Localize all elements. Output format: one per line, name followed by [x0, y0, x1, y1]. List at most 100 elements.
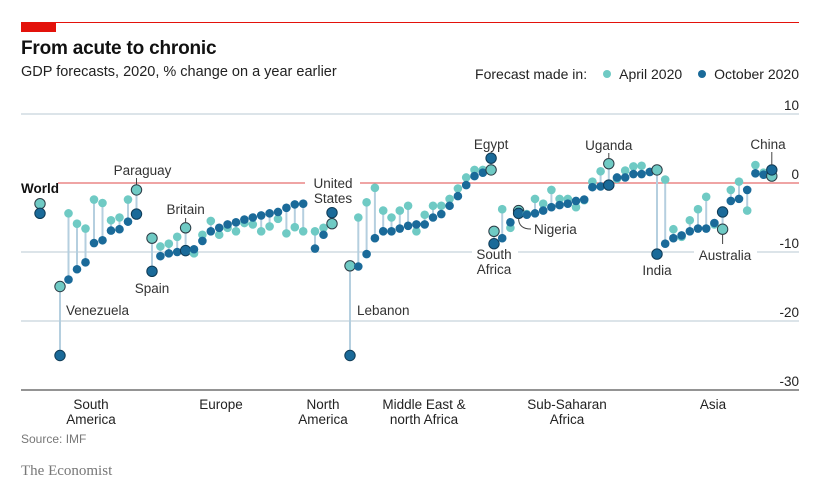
dot-april-2020 [273, 214, 283, 224]
dot-april-2020 [290, 222, 300, 232]
label-south-africa: South [476, 247, 511, 262]
dot-april-2020 [387, 213, 396, 222]
dot-april-2020 [310, 227, 320, 236]
group-label: Africa [550, 412, 585, 427]
dot-october-2020 [547, 202, 556, 212]
dot-april-2020 [164, 239, 174, 249]
dot-october-2020 [726, 196, 736, 206]
dot-october-2020 [445, 201, 454, 211]
dot-april-2020 [637, 161, 646, 171]
dot-april-2020 [660, 175, 670, 184]
dot-april-2020 [701, 192, 711, 202]
dot-october-2020 [326, 206, 338, 219]
dot-october-2020 [354, 262, 363, 271]
legend: Forecast made in: April 2020 October 202… [475, 66, 799, 82]
dot-october-2020 [265, 209, 274, 218]
dot-april-2020 [530, 194, 540, 204]
dot-april-2020 [123, 195, 133, 204]
dot-october-2020 [588, 182, 597, 192]
dot-april-2020 [206, 216, 216, 226]
legend-swatch-april [603, 70, 612, 78]
label-lebanon: Lebanon [357, 303, 410, 318]
dot-october-2020 [701, 224, 711, 233]
dot-april-2020 [89, 195, 99, 204]
dot-april-2020 [231, 227, 241, 236]
y-tick-label: 0 [791, 167, 799, 182]
leader-line [518, 218, 532, 230]
dot-october-2020 [164, 249, 174, 258]
group-label: South [73, 397, 108, 412]
dot-october-2020 [685, 227, 695, 236]
dot-april-2020 [395, 206, 405, 215]
dot-october-2020 [156, 251, 165, 261]
dot-october-2020 [298, 199, 308, 208]
dot-october-2020 [370, 233, 380, 243]
dot-april-2020 [488, 225, 500, 238]
dot-october-2020 [362, 249, 371, 259]
dot-april-2020 [72, 219, 82, 229]
dot-april-2020 [470, 165, 479, 175]
dot-october-2020 [716, 206, 729, 218]
legend-prefix: Forecast made in: [475, 66, 588, 82]
dot-october-2020 [387, 227, 396, 236]
dot-april-2020 [620, 166, 630, 175]
annotations: World Venezuela Paraguay Spain Britain United… [21, 137, 786, 318]
dot-april-2020 [248, 220, 258, 229]
dot-april-2020 [428, 201, 438, 211]
dot-october-2020 [612, 173, 622, 182]
dot-october-2020 [81, 258, 90, 267]
dot-october-2020 [497, 233, 507, 243]
dot-october-2020 [437, 209, 446, 219]
dot-april-2020 [603, 157, 615, 170]
dot-october-2020 [751, 169, 760, 178]
dot-october-2020 [485, 152, 497, 164]
label-nigeria: Nigeria [534, 222, 577, 237]
dot-october-2020 [378, 227, 388, 236]
dot-october-2020 [282, 203, 291, 213]
brand-red-bar [21, 22, 56, 32]
dot-october-2020 [214, 223, 224, 233]
dot-april-2020 [64, 209, 73, 218]
group-label: North [306, 397, 339, 412]
dot-october-2020 [629, 169, 638, 179]
dot-october-2020 [453, 191, 463, 201]
group-label: Middle East & [382, 397, 465, 412]
dot-april-2020 [354, 213, 363, 222]
dot-october-2020 [64, 275, 73, 284]
label-gap [310, 181, 360, 185]
dot-october-2020 [130, 208, 143, 220]
dot-april-2020 [497, 204, 507, 214]
dot-april-2020 [485, 164, 497, 176]
label-egypt: Egypt [474, 137, 509, 152]
dot-april-2020 [54, 280, 66, 293]
chart-title: From acute to chronic [21, 38, 217, 59]
label-china: China [750, 137, 786, 152]
dot-october-2020 [123, 217, 133, 226]
label-britain: Britain [166, 202, 204, 217]
label-uganda: Uganda [585, 138, 633, 153]
dot-april-2020 [214, 230, 224, 240]
dot-october-2020 [766, 164, 778, 176]
dot-october-2020 [290, 200, 300, 209]
dot-april-2020 [751, 160, 760, 170]
dot-april-2020 [716, 223, 729, 235]
label-united-states: States [314, 191, 353, 206]
gridlines [21, 113, 799, 391]
dot-october-2020 [742, 185, 752, 195]
dot-october-2020 [395, 224, 405, 233]
dot-october-2020 [248, 213, 258, 222]
stems [39, 158, 773, 356]
dot-april-2020 [115, 213, 124, 222]
dot-april-2020 [179, 222, 192, 234]
dot-october-2020 [240, 215, 249, 224]
dot-october-2020 [146, 265, 158, 278]
dot-october-2020 [98, 235, 107, 245]
label-gap [694, 250, 757, 254]
dot-october-2020 [734, 194, 744, 204]
dot-april-2020 [81, 224, 90, 233]
dot-april-2020 [326, 218, 338, 230]
dot-october-2020 [72, 264, 82, 274]
dot-october-2020 [512, 207, 525, 220]
dot-april-2020 [453, 184, 463, 193]
dot-april-2020 [106, 215, 116, 225]
